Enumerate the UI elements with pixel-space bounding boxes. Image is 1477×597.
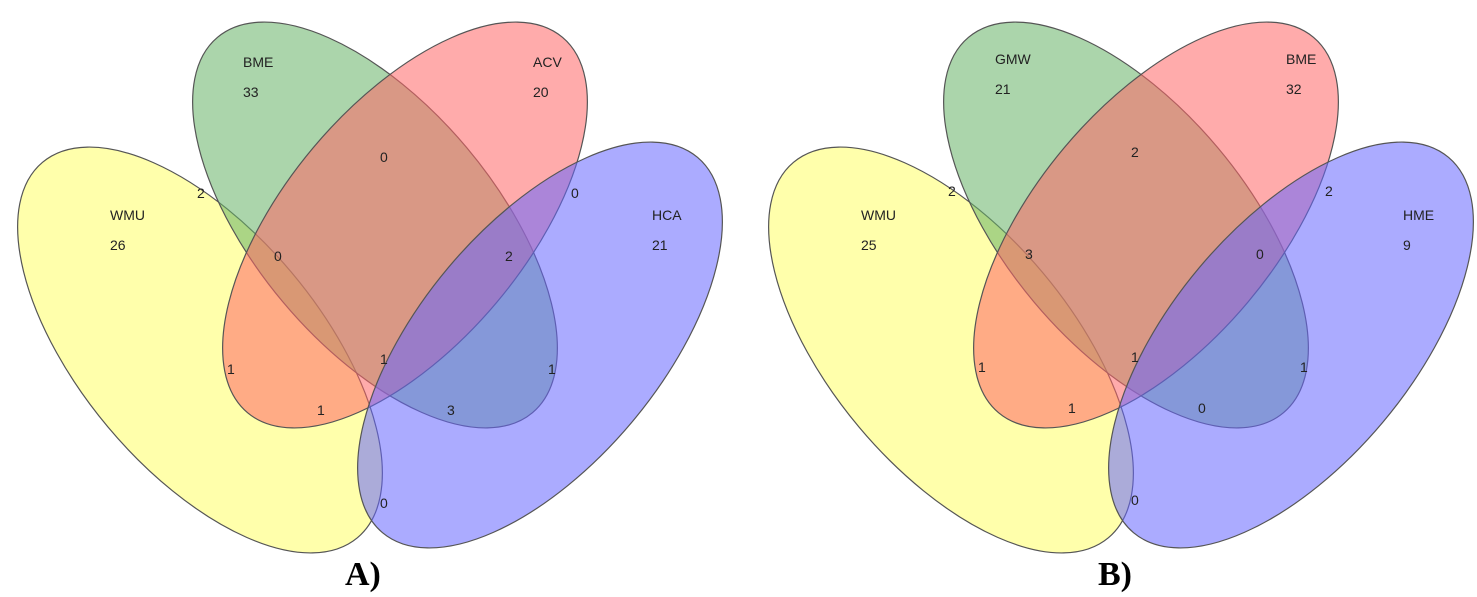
venn-panel-b: WMU 25 GMW 21 BME 32 HME 9 2 2 2 3 0 1 1… <box>768 21 1474 593</box>
set-4-name: HME <box>1403 207 1434 223</box>
set-3-count: 20 <box>533 84 549 100</box>
panel-a-label: A) <box>345 556 381 593</box>
region-bcd: 1 <box>548 361 556 377</box>
set-2-name: GMW <box>995 51 1032 67</box>
set-1-name: WMU <box>861 207 896 223</box>
set-2-count: 21 <box>995 81 1011 97</box>
region-ab: 2 <box>948 183 956 199</box>
ellipse-set-4 <box>357 141 723 549</box>
region-abc: 3 <box>1025 246 1033 262</box>
region-abcd: 1 <box>1131 349 1139 365</box>
set-2-count: 33 <box>243 84 259 100</box>
region-bd: 0 <box>1256 246 1264 262</box>
region-bd: 2 <box>505 248 513 264</box>
region-bc: 0 <box>380 149 388 165</box>
set-4-count: 9 <box>1403 237 1411 253</box>
region-abd: 1 <box>1068 400 1076 416</box>
set-4-name: HCA <box>652 207 682 223</box>
set-3-count: 32 <box>1286 81 1302 97</box>
region-abc: 0 <box>274 248 282 264</box>
region-cd: 2 <box>1325 183 1333 199</box>
panel-b-label: B) <box>1098 556 1132 593</box>
region-ad: 0 <box>380 495 388 511</box>
set-4-count: 21 <box>652 237 668 253</box>
set-1-count: 26 <box>110 237 126 253</box>
set-3-name: ACV <box>533 54 562 70</box>
region-acd: 0 <box>1198 400 1206 416</box>
set-3-name: BME <box>1286 51 1316 67</box>
region-abcd: 1 <box>380 351 388 367</box>
region-cd: 0 <box>571 185 579 201</box>
region-bc: 2 <box>1131 144 1139 160</box>
region-bcd: 1 <box>1300 359 1308 375</box>
region-ac: 1 <box>227 361 235 377</box>
region-ad: 0 <box>1131 492 1139 508</box>
region-ac: 1 <box>978 359 986 375</box>
region-abd: 1 <box>317 402 325 418</box>
set-2-name: BME <box>243 54 273 70</box>
set-1-count: 25 <box>861 237 877 253</box>
venn-panel-a: WMU 26 BME 33 ACV 20 HCA 21 2 0 0 0 2 1 … <box>17 21 723 593</box>
region-acd: 3 <box>447 402 455 418</box>
set-1-name: WMU <box>110 207 145 223</box>
ellipse-set-4 <box>1108 141 1474 549</box>
region-ab: 2 <box>197 185 205 201</box>
